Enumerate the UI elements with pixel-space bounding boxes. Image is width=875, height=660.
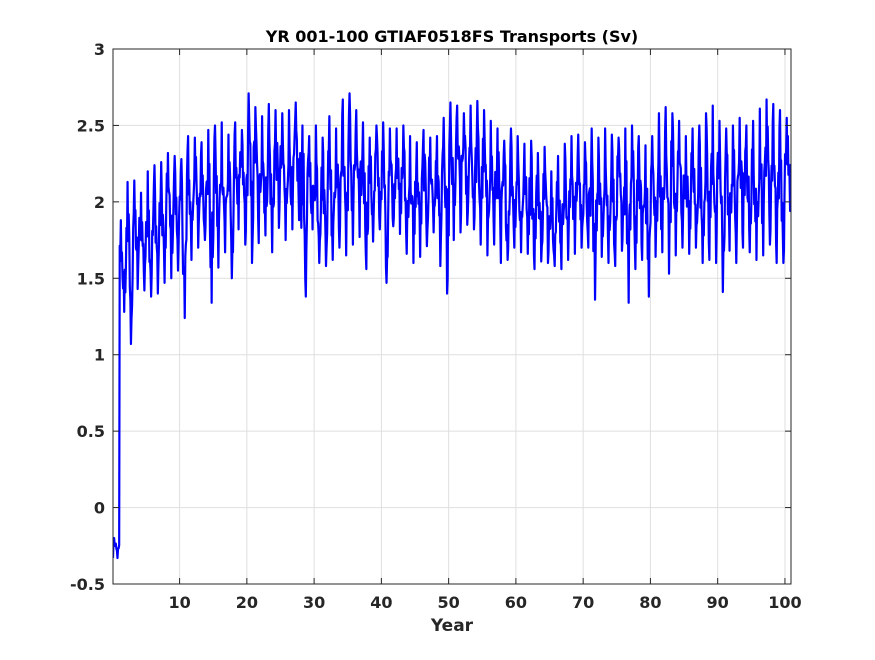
y-tick-labels: -0.5 0 0.5 1 1.5 2 2.5 3 [70, 40, 105, 594]
x-tick-label: 30 [303, 593, 325, 612]
x-axis-label: Year [430, 616, 474, 636]
series-line-transport [113, 92, 791, 560]
x-tick-label: 90 [707, 593, 729, 612]
x-tick-label: 10 [168, 593, 190, 612]
x-tick-label: 80 [639, 593, 661, 612]
x-tick-labels: 10 20 30 40 50 60 70 80 90 100 [168, 593, 801, 612]
y-tick-label: 1 [94, 346, 105, 365]
tick-marks [113, 48, 791, 585]
x-tick-label: 60 [505, 593, 527, 612]
x-tick-label: 20 [236, 593, 258, 612]
x-tick-label: 70 [572, 593, 594, 612]
chart-title: YR 001-100 GTIAF0518FS Transports (Sv) [265, 27, 638, 46]
y-tick-label: 2.5 [77, 116, 105, 135]
y-tick-label: 3 [94, 40, 105, 59]
plot-area [113, 92, 791, 560]
x-tick-label: 50 [438, 593, 460, 612]
y-tick-label: 2 [94, 193, 105, 212]
y-tick-label: 0 [94, 499, 105, 518]
y-tick-label: -0.5 [70, 575, 105, 594]
x-tick-label: 40 [370, 593, 392, 612]
y-tick-label: 0.5 [77, 422, 105, 441]
y-tick-label: 1.5 [77, 269, 105, 288]
x-tick-label: 100 [768, 593, 801, 612]
axes-box [112, 48, 792, 585]
